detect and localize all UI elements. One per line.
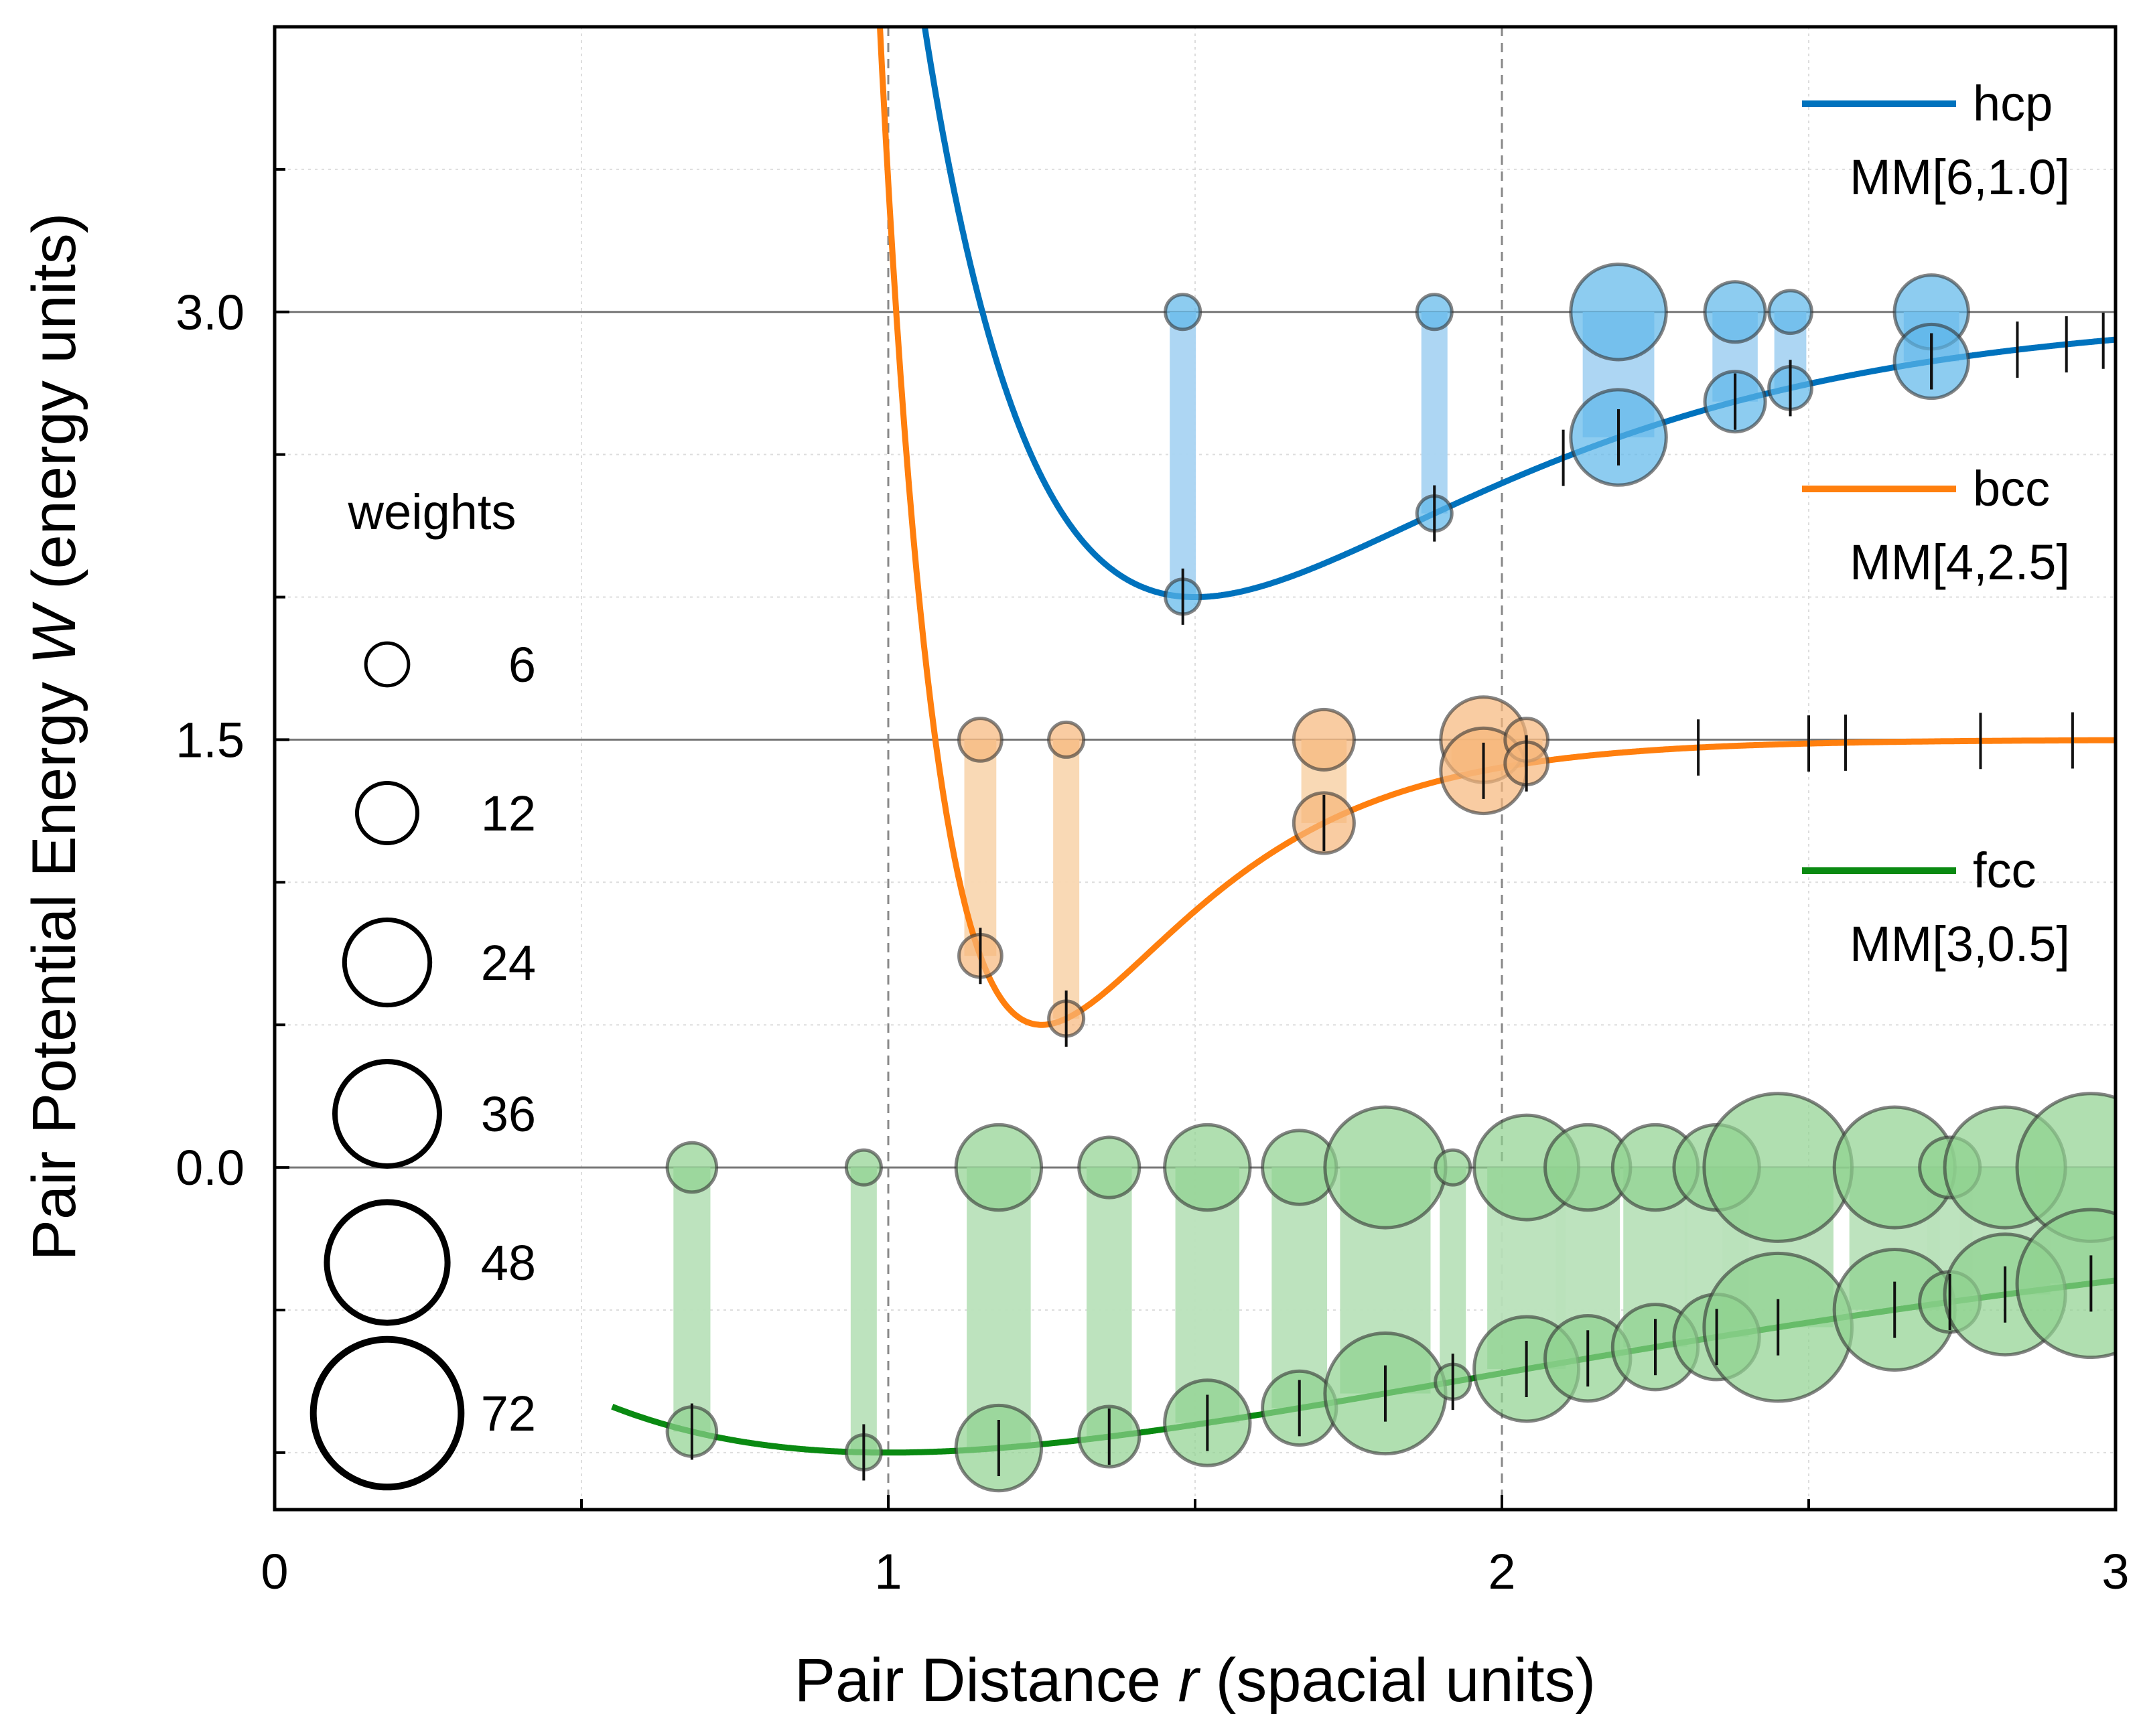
weights-legend-label: 12 <box>481 786 536 841</box>
weights-legend-label: 36 <box>481 1086 536 1142</box>
x-tick-label: 1 <box>874 1544 902 1599</box>
fcc-point-baseline <box>1163 1123 1252 1212</box>
weights-legend-circle <box>342 917 433 1008</box>
bcc-deviation-bar <box>1053 739 1080 1019</box>
bcc-point-baseline <box>1292 707 1356 772</box>
fcc-point-baseline <box>1702 1092 1854 1243</box>
y-axis-label: Pair Potential Energy W (energy units) <box>20 213 88 1261</box>
axes: 0 1 2 30.01.53.0 <box>176 167 2130 1599</box>
fcc-point-baseline <box>665 1141 719 1194</box>
fcc-point-curve <box>2015 1208 2116 1360</box>
bcc-point-baseline <box>1047 720 1086 759</box>
bcc-legend-name: bcc <box>1973 461 2050 516</box>
x-tick-label: 3 <box>2101 1544 2129 1599</box>
bcc-legend-model: MM[4,2.5] <box>1850 534 2070 590</box>
hcp-point-baseline <box>1164 293 1202 332</box>
y-axis-label-var: W <box>20 601 88 665</box>
weights-legend-circle <box>309 1335 465 1491</box>
fcc-point-baseline <box>1434 1148 1472 1187</box>
weights-legend-circle <box>354 780 420 846</box>
fcc-deviation-bar <box>1086 1167 1132 1437</box>
weights-legend-circle <box>364 641 411 688</box>
x-tick-label: 2 <box>1488 1544 1515 1599</box>
x-axis-label-var: r <box>1178 1646 1200 1715</box>
hcp-legend-model: MM[6,1.0] <box>1850 149 2070 205</box>
hcp-deviation-bar <box>1170 311 1196 597</box>
hcp-point-baseline <box>1767 289 1813 336</box>
fcc-point-baseline <box>954 1123 1044 1212</box>
fcc-point-baseline <box>1323 1105 1448 1230</box>
weights-legend-label: 72 <box>481 1386 536 1441</box>
shell-ticks <box>690 312 2105 1481</box>
fcc-legend-model: MM[3,0.5] <box>1850 916 2070 972</box>
bcc-point-baseline <box>957 717 1004 763</box>
weights-legend: weights 6 12 24 36 48 72 <box>309 484 536 1491</box>
fcc-point-baseline <box>844 1148 883 1187</box>
fcc-deviation-bar <box>1271 1167 1328 1408</box>
hcp-point-baseline <box>1703 280 1767 344</box>
y-tick-label: 1.5 <box>176 712 245 768</box>
x-tick-label: 0 <box>261 1544 288 1599</box>
weights-legend-title: weights <box>348 484 516 540</box>
fcc-deviation-bar <box>1440 1167 1466 1382</box>
weights-legend-circle <box>332 1059 442 1169</box>
x-axis-label: Pair Distance r (spacial units) <box>794 1646 1596 1715</box>
series-legend: hcp MM[6,1.0] bcc MM[4,2.5] fcc MM[3,0.5] <box>1802 76 2070 972</box>
hcp-point-baseline <box>1569 263 1668 362</box>
fcc-legend-name: fcc <box>1973 843 2036 898</box>
y-tick-label: 0.0 <box>176 1140 245 1196</box>
fcc-deviation-bar <box>850 1167 877 1453</box>
y-axis-label-prefix: Pair Potential Energy <box>20 665 88 1261</box>
y-tick-label: 3.0 <box>176 285 245 340</box>
fcc-deviation-bar <box>673 1167 711 1432</box>
weights-legend-label: 48 <box>481 1235 536 1291</box>
x-axis-label-suffix: (spacial units) <box>1198 1646 1596 1715</box>
weights-legend-label: 24 <box>481 935 536 991</box>
fcc-point-baseline <box>1077 1135 1142 1200</box>
x-axis-label-prefix: Pair Distance <box>794 1646 1178 1715</box>
hcp-point-baseline <box>1415 293 1454 332</box>
hcp-legend-name: hcp <box>1973 76 2053 131</box>
weights-legend-circle <box>324 1199 451 1326</box>
fcc-deviation-bar <box>967 1167 1031 1449</box>
hcp-deviation-bar <box>1421 311 1448 514</box>
y-axis-label-suffix: (energy units) <box>20 213 88 607</box>
weights-legend-label: 6 <box>508 637 536 693</box>
